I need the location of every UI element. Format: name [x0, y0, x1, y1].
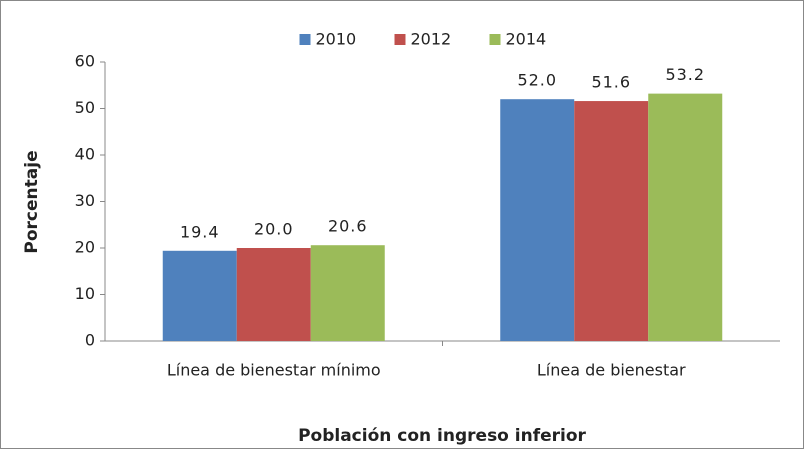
- bar: [236, 248, 311, 341]
- y-tick-label: 50: [75, 98, 95, 117]
- y-tick-label: 40: [75, 145, 95, 164]
- data-label: 51.6: [591, 73, 631, 92]
- y-tick-label: 60: [75, 52, 95, 71]
- legend-label: 2012: [411, 30, 452, 49]
- y-axis-title: Porcentaje: [22, 150, 42, 253]
- legend-swatch: [299, 34, 311, 45]
- x-tick-label: Línea de bienestar mínimo: [167, 361, 381, 380]
- bar: [648, 93, 723, 342]
- legend-label: 2014: [506, 30, 547, 49]
- legend-swatch: [489, 34, 501, 45]
- data-label: 20.6: [328, 217, 368, 236]
- data-label: 19.4: [180, 222, 220, 241]
- y-tick-label: 30: [75, 191, 95, 210]
- data-label: 20.0: [254, 220, 294, 239]
- legend-label: 2010: [316, 30, 357, 49]
- y-tick-label: 10: [75, 284, 95, 303]
- y-tick-label: 0: [85, 331, 95, 350]
- data-label: 52.0: [517, 71, 557, 90]
- y-tick-label: 20: [75, 238, 95, 257]
- bar: [310, 245, 385, 341]
- bar: [500, 99, 575, 341]
- data-label: 53.2: [665, 65, 705, 84]
- x-axis-title: Población con ingreso inferior: [298, 426, 586, 446]
- legend-swatch: [394, 34, 406, 45]
- bar: [162, 250, 237, 341]
- x-tick-label: Línea de bienestar: [537, 361, 686, 380]
- bar: [574, 101, 649, 341]
